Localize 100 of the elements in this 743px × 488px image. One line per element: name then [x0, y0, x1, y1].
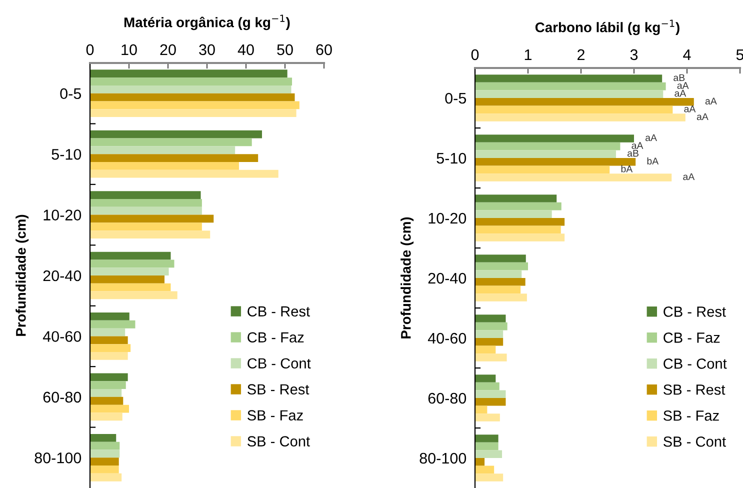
bar: [475, 166, 610, 174]
bar: [475, 98, 694, 106]
legend-label: CB - Cont: [248, 358, 311, 369]
y-tick-label: 10-20: [428, 212, 466, 224]
bar: [90, 93, 295, 102]
y-tick-label: 5-10: [52, 148, 82, 160]
bar: [475, 330, 504, 338]
legend-label: SB - Rest: [664, 384, 726, 395]
bar: [90, 344, 131, 352]
legend-label: SB - Cont: [664, 436, 726, 447]
legend-label: CB - Faz: [248, 332, 304, 343]
y-tick-label: 20-40: [428, 272, 466, 284]
bar: [475, 114, 686, 122]
chart-title: Carbono lábil (g kg$^{−1}$): [535, 20, 680, 36]
bar: [475, 450, 502, 458]
bar: [475, 134, 634, 142]
bar: [475, 346, 496, 354]
bar: [90, 214, 214, 223]
x-tick-label: 3: [630, 49, 638, 60]
bar: [475, 218, 565, 226]
x-tick-label: 40: [238, 44, 254, 56]
bar: [475, 142, 620, 150]
bar: [90, 458, 119, 466]
bar: [475, 254, 526, 262]
legend-label: SB - Faz: [248, 410, 303, 420]
legend-label: SB - Faz: [664, 410, 719, 421]
y-tick-label: 0-5: [445, 92, 466, 104]
bar: [90, 230, 210, 238]
bar: [90, 191, 201, 199]
y-tick-label: 40-60: [428, 332, 466, 344]
bar: [475, 390, 506, 398]
data-label: aA: [705, 98, 717, 105]
bar: [475, 174, 672, 182]
bar: [475, 474, 504, 482]
bar: [90, 381, 126, 390]
x-tick-label: 30: [199, 44, 215, 56]
bar: [475, 338, 504, 346]
bar: [475, 406, 488, 414]
bar: [90, 268, 169, 276]
bar: [90, 442, 120, 450]
bar: [90, 450, 120, 458]
y-tick-label: 10-20: [44, 210, 82, 220]
x-tick-label: 0: [471, 49, 479, 60]
data-label: aA: [696, 113, 708, 120]
bar: [90, 320, 136, 328]
bar: [90, 109, 296, 118]
legend-label: CB - Faz: [664, 332, 720, 343]
bar: [90, 78, 292, 86]
bar: [90, 373, 128, 382]
bar: [90, 336, 128, 344]
y-tick-label: 60-80: [428, 392, 466, 404]
bar: [90, 170, 278, 178]
data-label: aA: [683, 173, 695, 180]
x-tick-label: 2: [578, 49, 584, 60]
data-label: aB: [628, 150, 638, 157]
bar: [475, 434, 498, 442]
bar: [475, 194, 557, 202]
bar: [90, 130, 262, 138]
bar: [475, 234, 565, 242]
bar: [475, 398, 506, 406]
bar: [475, 294, 527, 302]
data-label: aA: [684, 106, 696, 112]
data-label: bA: [647, 157, 659, 165]
bar: [475, 314, 506, 322]
data-label: aA: [646, 134, 657, 142]
bar: [475, 278, 526, 286]
bar: [90, 222, 202, 231]
bar: [90, 389, 122, 397]
bar: [90, 146, 236, 154]
bar: [90, 101, 300, 110]
bar: [90, 291, 178, 300]
bar: [475, 226, 561, 234]
data-label: aB: [674, 74, 685, 82]
x-tick-label: 0: [86, 44, 94, 56]
y-tick-label: 20-40: [43, 270, 82, 282]
y-axis-title: Profundidade (cm): [400, 217, 414, 338]
bar: [475, 322, 508, 330]
bar: [475, 74, 662, 82]
bar: [475, 286, 521, 294]
bar: [475, 270, 522, 278]
bar: [475, 382, 500, 390]
bar: [90, 260, 174, 268]
legend-label: CB - Cont: [664, 358, 727, 369]
y-tick-label: 0-5: [60, 88, 82, 100]
chart-title: Matéria orgânica (g kg$^{−1}$): [124, 14, 290, 30]
bar: [475, 90, 664, 98]
data-label: aA: [677, 82, 689, 89]
bar: [475, 158, 636, 166]
y-tick-label: 80-100: [420, 452, 466, 464]
y-tick-label: 80-100: [34, 452, 82, 464]
bar: [475, 414, 500, 422]
legend-label: CB - Rest: [248, 306, 310, 317]
bar: [90, 138, 252, 146]
legend-label: CB - Rest: [664, 306, 726, 317]
bar: [90, 154, 258, 162]
y-tick-label: 40-60: [42, 331, 82, 342]
bar: [90, 252, 171, 260]
bar: [90, 312, 130, 320]
bar: [90, 199, 202, 207]
bar: [475, 106, 673, 114]
